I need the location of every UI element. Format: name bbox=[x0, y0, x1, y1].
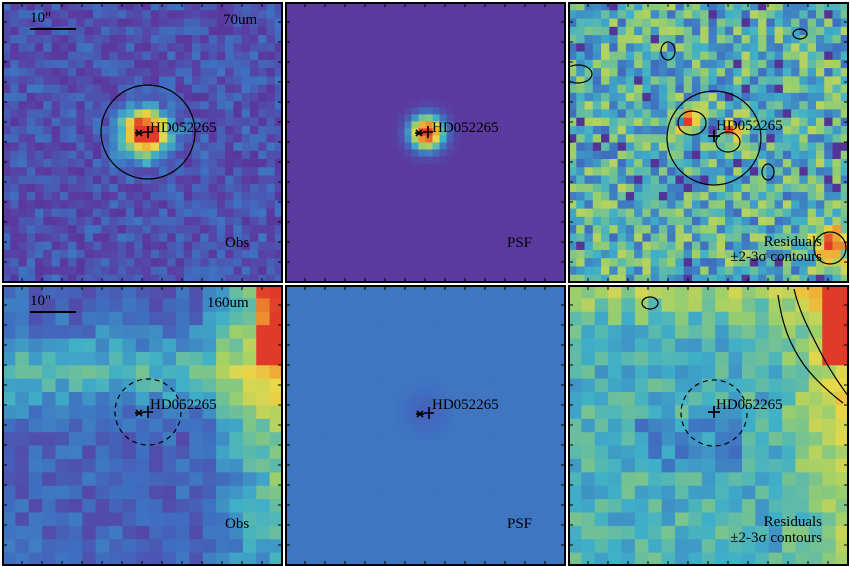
scale-bar-label: 10" bbox=[30, 293, 52, 309]
obs-160um-map bbox=[2, 285, 283, 566]
obs-label: Obs bbox=[225, 516, 250, 532]
target-label: HD052265 bbox=[716, 118, 783, 134]
target-label: HD052265 bbox=[150, 397, 217, 413]
residuals-70um-map bbox=[568, 2, 849, 283]
residuals-160um-map bbox=[568, 285, 849, 566]
panel-160um-psf: HD052265 PSF bbox=[285, 285, 566, 566]
obs-70um-map bbox=[2, 2, 283, 283]
wavelength-label: 160um bbox=[207, 295, 249, 311]
wavelength-label: 70um bbox=[223, 12, 258, 28]
psf-70um-map bbox=[285, 2, 566, 283]
target-label: HD052265 bbox=[432, 397, 499, 413]
panel-70um-psf: HD052265 PSF bbox=[285, 2, 566, 283]
obs-label: Obs bbox=[225, 235, 250, 251]
scale-bar-label: 10" bbox=[30, 10, 52, 26]
contours-label: ±2-3σ contours bbox=[730, 530, 822, 546]
panel-160um-residuals: HD052265 Residuals ±2-3σ contours bbox=[568, 285, 849, 566]
psf-160um-map bbox=[285, 285, 566, 566]
panel-70um-residuals: HD052265 Residuals ±2-3σ contours bbox=[568, 2, 849, 283]
panel-160um-obs: 10" 160um HD052265 Obs bbox=[2, 285, 283, 566]
target-label: HD052265 bbox=[716, 397, 783, 413]
contours-label: ±2-3σ contours bbox=[730, 249, 822, 265]
psf-label: PSF bbox=[507, 235, 533, 251]
residuals-label: Residuals bbox=[763, 234, 822, 250]
target-label: HD052265 bbox=[150, 120, 217, 136]
panel-70um-obs: 10" 70um HD052265 Obs bbox=[2, 2, 283, 283]
psf-label: PSF bbox=[507, 516, 533, 532]
residuals-label: Residuals bbox=[763, 514, 822, 530]
target-label: HD052265 bbox=[432, 120, 499, 136]
